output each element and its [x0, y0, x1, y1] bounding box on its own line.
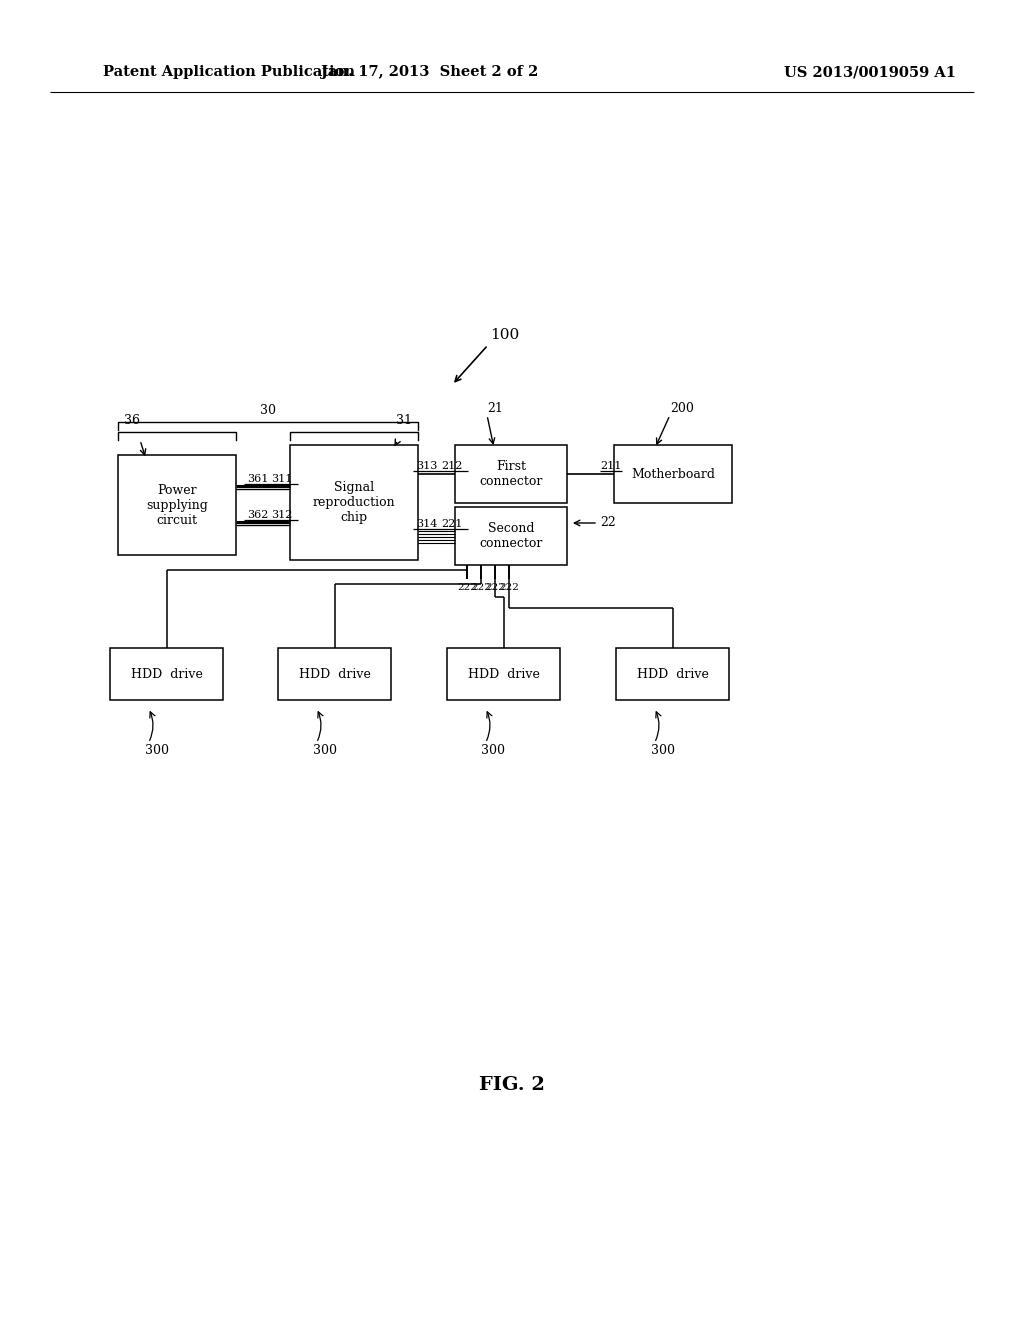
Text: Second
connector: Second connector — [479, 521, 543, 550]
Text: First
connector: First connector — [479, 459, 543, 488]
Text: Motherboard: Motherboard — [631, 467, 715, 480]
Text: 300: 300 — [481, 743, 506, 756]
Bar — [118, 455, 236, 554]
Text: Jan. 17, 2013  Sheet 2 of 2: Jan. 17, 2013 Sheet 2 of 2 — [322, 65, 539, 79]
Text: FIG. 2: FIG. 2 — [479, 1076, 545, 1094]
Text: 300: 300 — [650, 743, 675, 756]
Bar — [447, 648, 560, 700]
Text: 361: 361 — [248, 474, 268, 484]
Text: 222: 222 — [485, 582, 505, 591]
Text: 362: 362 — [248, 510, 268, 520]
Text: 36: 36 — [124, 414, 140, 428]
Text: 212: 212 — [441, 461, 463, 471]
Bar — [278, 648, 391, 700]
Text: 300: 300 — [312, 743, 337, 756]
Text: 312: 312 — [271, 510, 293, 520]
Text: HDD  drive: HDD drive — [131, 668, 203, 681]
Text: 30: 30 — [260, 404, 276, 417]
Text: Patent Application Publication: Patent Application Publication — [103, 65, 355, 79]
Bar — [616, 648, 729, 700]
Bar — [455, 507, 567, 565]
Text: 100: 100 — [490, 327, 519, 342]
Text: 22: 22 — [600, 516, 615, 529]
Bar — [290, 445, 418, 560]
Text: 313: 313 — [417, 461, 437, 471]
Text: 314: 314 — [417, 519, 437, 529]
Text: Signal
reproduction
chip: Signal reproduction chip — [312, 480, 395, 524]
Text: Power
supplying
circuit: Power supplying circuit — [146, 483, 208, 527]
Text: HDD  drive: HDD drive — [299, 668, 371, 681]
Text: US 2013/0019059 A1: US 2013/0019059 A1 — [784, 65, 956, 79]
Text: 200: 200 — [670, 401, 694, 414]
Bar — [110, 648, 223, 700]
Text: HDD  drive: HDD drive — [637, 668, 709, 681]
Text: 21: 21 — [487, 401, 503, 414]
Bar — [614, 445, 732, 503]
Bar — [455, 445, 567, 503]
Text: 222: 222 — [457, 582, 477, 591]
Text: 300: 300 — [144, 743, 169, 756]
Text: 31: 31 — [396, 414, 412, 428]
Text: HDD  drive: HDD drive — [468, 668, 540, 681]
Text: 222: 222 — [471, 582, 490, 591]
Text: 311: 311 — [271, 474, 293, 484]
Text: 211: 211 — [600, 461, 622, 471]
Text: 221: 221 — [441, 519, 463, 529]
Text: 222: 222 — [499, 582, 519, 591]
